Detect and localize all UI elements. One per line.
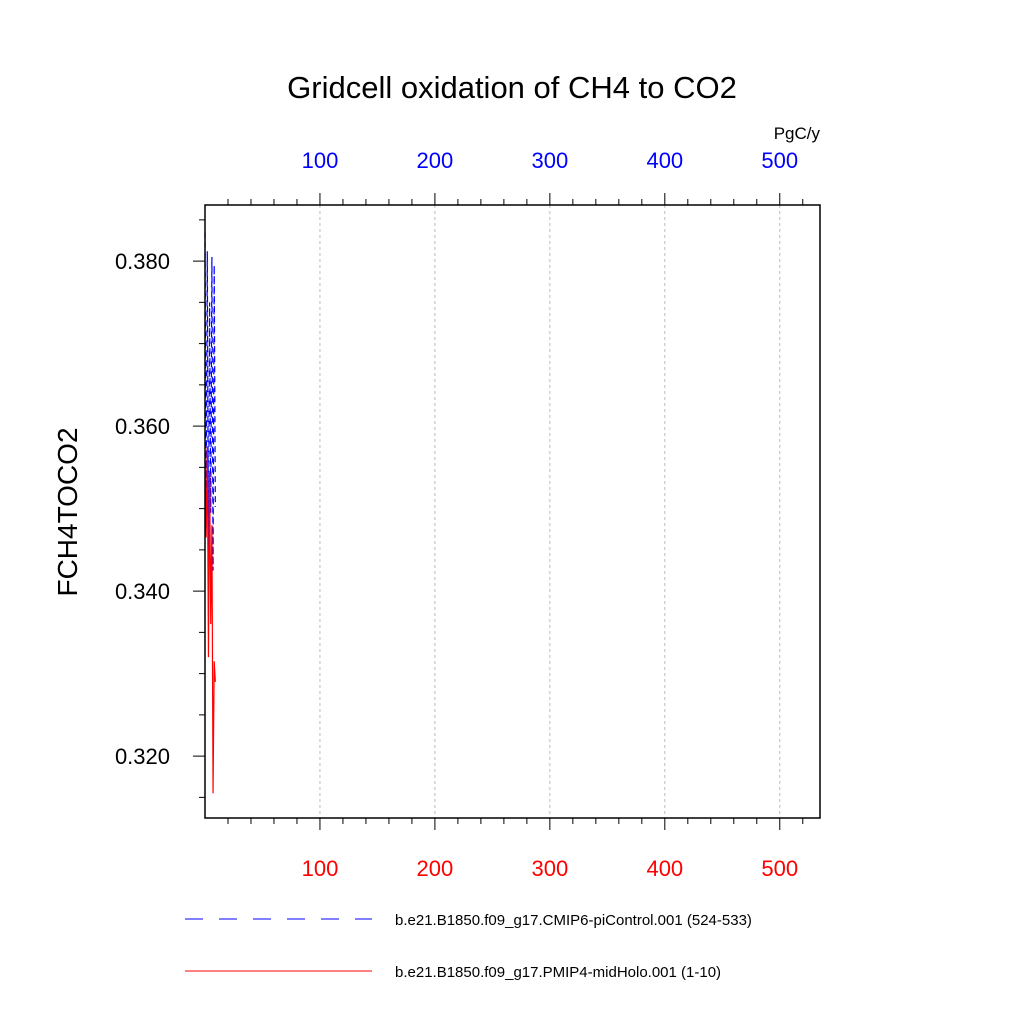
x-tick-label-top: 300 (532, 148, 569, 173)
legend-label-piControl: b.e21.B1850.f09_g17.CMIP6-piControl.001 … (395, 912, 752, 929)
series-layer (204, 232, 216, 794)
legend-label-midHolo: b.e21.B1850.f09_g17.PMIP4-midHolo.001 (1… (395, 964, 721, 981)
x-tick-label-bottom: 100 (302, 856, 339, 881)
y-tick-label: 0.360 (115, 414, 170, 439)
x-tick-label-top: 500 (761, 148, 798, 173)
axis-tick-labels: 100 100 200 200 300 300 400 400 500 500 0.320 0.340… (115, 148, 798, 881)
x-tick-label-bottom: 300 (532, 856, 569, 881)
legend: b.e21.B1850.f09_g17.CMIP6-piControl.001 … (185, 912, 752, 981)
x-gridlines (319, 205, 781, 818)
x-tick-label-top: 200 (417, 148, 454, 173)
x-tick-label-bottom: 500 (761, 856, 798, 881)
x-tick-label-top: 100 (302, 148, 339, 173)
chart-title: Gridcell oxidation of CH4 to CO2 (287, 70, 737, 105)
y-tick-label: 0.320 (115, 744, 170, 769)
x-tick-label-top: 400 (646, 148, 683, 173)
series-line-1 (204, 446, 216, 794)
y-tick-label: 0.380 (115, 249, 170, 274)
top-axis-units: PgC/y (774, 124, 821, 143)
x-tick-label-bottom: 200 (417, 856, 454, 881)
x-tick-label-bottom: 400 (646, 856, 683, 881)
y-axis-label: FCH4TOCO2 (52, 427, 83, 596)
plot-frame (204, 204, 821, 819)
axis-ticks (193, 193, 804, 830)
y-tick-label: 0.340 (115, 579, 170, 604)
